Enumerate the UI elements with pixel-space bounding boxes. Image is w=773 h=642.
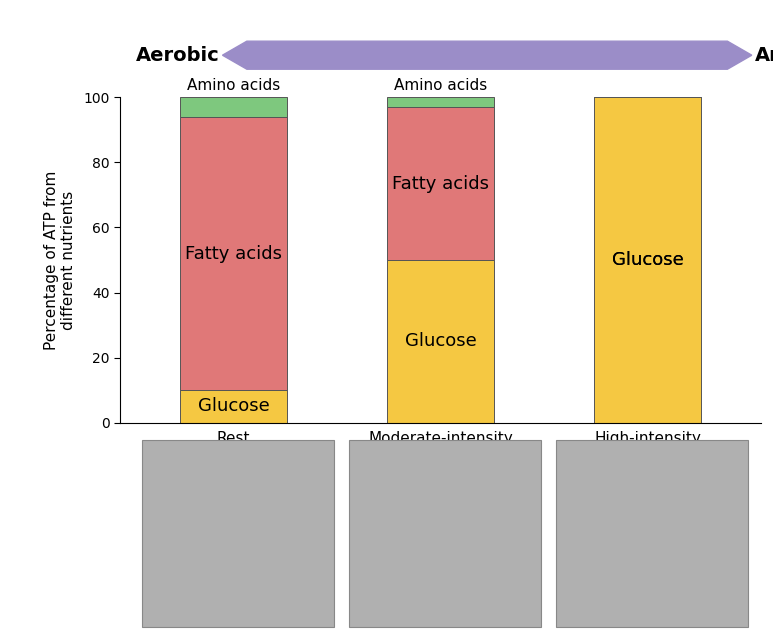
Bar [386,98,495,107]
Bar [386,260,495,423]
Text: Glucose: Glucose [611,251,683,269]
Polygon shape [223,41,752,69]
FancyBboxPatch shape [142,440,334,627]
Text: Fatty acids: Fatty acids [392,175,489,193]
Text: Glucose: Glucose [405,333,476,351]
FancyBboxPatch shape [349,440,540,627]
FancyBboxPatch shape [556,440,747,627]
Text: Amino acids: Amino acids [187,78,281,93]
Y-axis label: Percentage of ATP from
different nutrients: Percentage of ATP from different nutrien… [44,170,76,350]
Text: Fatty acids: Fatty acids [186,245,282,263]
Bar [386,107,495,260]
Text: Glucose: Glucose [611,251,683,269]
Bar [180,98,288,117]
Text: Glucose: Glucose [198,397,270,415]
Bar [180,390,288,423]
Bar [180,117,288,390]
Bar [594,98,701,423]
Text: Amino acids: Amino acids [394,78,487,93]
Text: Aerobic: Aerobic [135,46,220,65]
Text: Anaerobic: Anaerobic [755,46,773,65]
